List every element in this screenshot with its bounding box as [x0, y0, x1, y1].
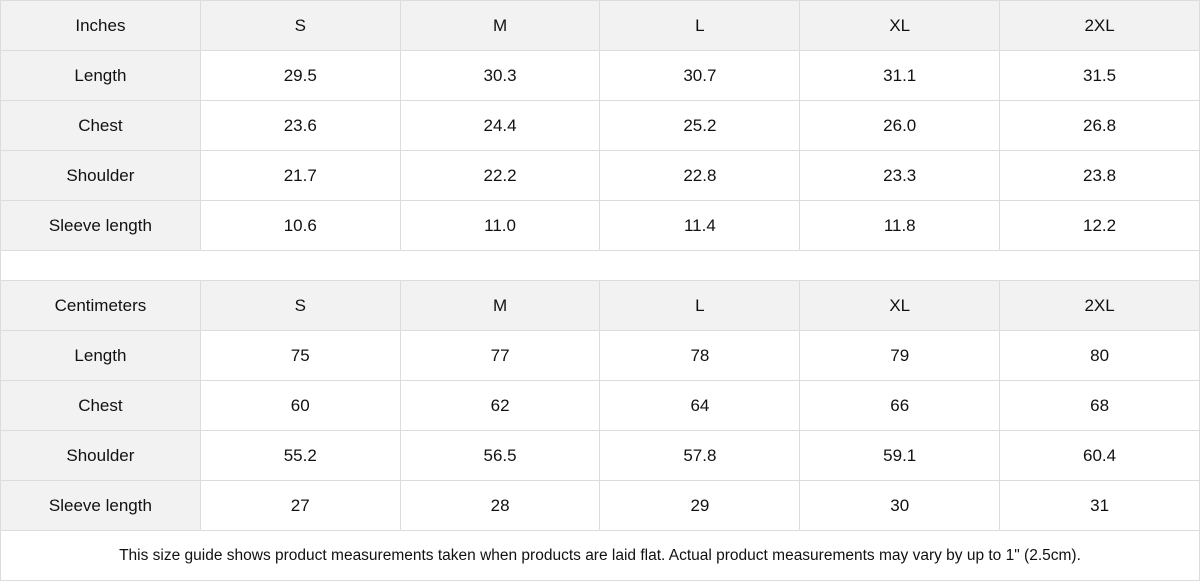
measurement-cell: 62	[399, 380, 601, 431]
unit-header: Inches	[0, 0, 201, 51]
measurement-cell: 31	[999, 480, 1200, 531]
table-row: Chest 23.6 24.4 25.2 26.0 26.8	[0, 100, 1200, 151]
measurement-cell: 22.2	[399, 150, 601, 201]
measurement-cell: 78	[599, 330, 801, 381]
header-row: Centimeters S M L XL 2XL	[0, 280, 1200, 331]
measurement-cell: 80	[999, 330, 1200, 381]
measurement-cell: 59.1	[799, 430, 1001, 481]
row-label: Length	[0, 330, 201, 381]
measurement-cell: 22.8	[599, 150, 801, 201]
size-header: M	[399, 280, 601, 331]
measurement-cell: 79	[799, 330, 1001, 381]
measurement-cell: 30.3	[399, 50, 601, 101]
measurement-cell: 31.5	[999, 50, 1200, 101]
size-header: 2XL	[999, 0, 1200, 51]
note-row: This size guide shows product measuremen…	[0, 530, 1200, 581]
row-label: Shoulder	[0, 430, 201, 481]
table-row: Shoulder 55.2 56.5 57.8 59.1 60.4	[0, 430, 1200, 481]
header-row: Inches S M L XL 2XL	[0, 0, 1200, 51]
measurement-cell: 23.6	[199, 100, 401, 151]
measurement-cell: 77	[399, 330, 601, 381]
size-header: S	[199, 0, 401, 51]
size-header: S	[199, 280, 401, 331]
spacer-cell	[0, 250, 1200, 281]
measurement-cell: 68	[999, 380, 1200, 431]
measurement-cell: 56.5	[399, 430, 601, 481]
row-label: Length	[0, 50, 201, 101]
measurement-cell: 12.2	[999, 200, 1200, 251]
size-header: L	[599, 280, 801, 331]
measurement-cell: 23.8	[999, 150, 1200, 201]
measurement-cell: 29	[599, 480, 801, 531]
size-header: L	[599, 0, 801, 51]
table-row: Length 75 77 78 79 80	[0, 330, 1200, 381]
measurement-cell: 57.8	[599, 430, 801, 481]
measurement-cell: 55.2	[199, 430, 401, 481]
row-label: Sleeve length	[0, 480, 201, 531]
table-row: Sleeve length 27 28 29 30 31	[0, 480, 1200, 531]
size-header: 2XL	[999, 280, 1200, 331]
measurement-cell: 28	[399, 480, 601, 531]
measurement-cell: 25.2	[599, 100, 801, 151]
unit-header: Centimeters	[0, 280, 201, 331]
measurement-cell: 27	[199, 480, 401, 531]
table-row: Shoulder 21.7 22.2 22.8 23.3 23.8	[0, 150, 1200, 201]
table-row: Length 29.5 30.3 30.7 31.1 31.5	[0, 50, 1200, 101]
size-guide-note: This size guide shows product measuremen…	[0, 530, 1200, 581]
measurement-cell: 30.7	[599, 50, 801, 101]
measurement-cell: 21.7	[199, 150, 401, 201]
row-label: Chest	[0, 380, 201, 431]
measurement-cell: 30	[799, 480, 1001, 531]
measurement-cell: 26.8	[999, 100, 1200, 151]
measurement-cell: 24.4	[399, 100, 601, 151]
measurement-cell: 11.4	[599, 200, 801, 251]
measurement-cell: 75	[199, 330, 401, 381]
measurement-cell: 23.3	[799, 150, 1001, 201]
size-header: M	[399, 0, 601, 51]
measurement-cell: 11.0	[399, 200, 601, 251]
measurement-cell: 29.5	[199, 50, 401, 101]
measurement-cell: 11.8	[799, 200, 1001, 251]
measurement-cell: 10.6	[199, 200, 401, 251]
size-header: XL	[799, 0, 1001, 51]
measurement-cell: 60	[199, 380, 401, 431]
table-row: Sleeve length 10.6 11.0 11.4 11.8 12.2	[0, 200, 1200, 251]
measurement-cell: 31.1	[799, 50, 1001, 101]
measurement-cell: 66	[799, 380, 1001, 431]
row-label: Sleeve length	[0, 200, 201, 251]
row-label: Chest	[0, 100, 201, 151]
size-header: XL	[799, 280, 1001, 331]
table-spacer	[0, 250, 1200, 281]
row-label: Shoulder	[0, 150, 201, 201]
table-row: Chest 60 62 64 66 68	[0, 380, 1200, 431]
measurement-cell: 60.4	[999, 430, 1200, 481]
measurement-cell: 64	[599, 380, 801, 431]
measurement-cell: 26.0	[799, 100, 1001, 151]
